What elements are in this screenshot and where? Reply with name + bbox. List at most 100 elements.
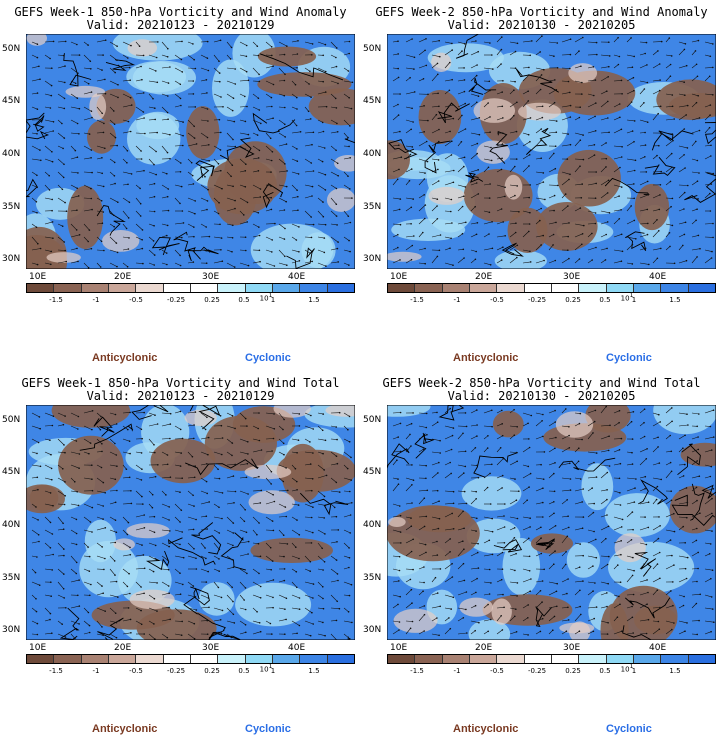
wind-arrow: [226, 451, 233, 456]
wind-arrow-head: [273, 428, 276, 430]
wind-arrow: [44, 119, 54, 123]
wind-arrow-head: [140, 623, 143, 626]
wind-arrow: [109, 262, 118, 267]
wind-arrow-head: [50, 84, 53, 87]
wind-arrow: [483, 90, 491, 95]
legend-cyclonic: Cyclonic: [606, 723, 652, 735]
wind-arrow-head: [74, 149, 77, 152]
wind-arrow: [431, 40, 440, 43]
wind-arrow-head: [605, 166, 607, 168]
wind-arrow-head: [464, 43, 466, 45]
wind-arrow: [31, 633, 38, 635]
wind-arrow: [431, 528, 439, 531]
wind-arrow: [704, 93, 713, 96]
wind-arrow: [265, 209, 272, 212]
wind-arrow-head: [645, 543, 648, 546]
wind-arrow-head: [143, 567, 146, 570]
wind-arrow: [252, 464, 258, 468]
wind-arrow-head: [476, 101, 478, 104]
wind-arrow-head: [155, 173, 157, 176]
wind-arrow: [330, 503, 335, 508]
wind-arrow-head: [285, 597, 288, 600]
wind-arrow-head: [218, 202, 220, 204]
wind-arrow: [613, 234, 622, 238]
wind-arrow-head: [270, 470, 273, 473]
wind-arrow: [418, 158, 428, 162]
wind-arrow: [122, 632, 131, 635]
wind-arrow: [431, 500, 440, 505]
wind-arrow: [561, 179, 570, 186]
wind-arrow: [304, 633, 311, 636]
wind-arrow-head: [88, 133, 91, 135]
wind-arrow-head: [309, 118, 312, 120]
wind-arrow-head: [578, 422, 581, 425]
colorbar-swatch: [415, 284, 443, 292]
wind-arrow-head: [398, 580, 400, 582]
wind-arrow-head: [233, 120, 236, 123]
wind-arrow: [587, 590, 594, 596]
wind-arrow-head: [40, 159, 42, 162]
wind-arrow: [574, 233, 583, 238]
map-panel-week2-total: GEFS Week-2 850-hPa Vorticity and Wind T…: [361, 371, 722, 742]
colorbar-swatch: [190, 655, 219, 663]
wind-arrow-head: [139, 202, 142, 205]
wind-arrow: [405, 197, 414, 200]
wind-arrow-head: [101, 222, 104, 224]
wind-arrow-head: [141, 544, 143, 546]
coastline: [473, 452, 518, 478]
wind-arrow: [561, 435, 570, 440]
wind-arrow: [109, 423, 117, 427]
colorbar-tick-label: -1: [92, 296, 100, 304]
wind-arrow: [587, 79, 596, 82]
wind-arrow: [652, 106, 661, 108]
wind-arrow: [574, 80, 582, 83]
coastline: [701, 484, 716, 499]
wind-arrow-head: [712, 172, 715, 175]
wind-arrow: [213, 236, 222, 239]
wind-arrow-head: [516, 185, 518, 187]
wind-arrow: [418, 50, 426, 56]
wind-arrow: [252, 235, 260, 238]
wind-arrow-head: [671, 407, 673, 409]
wind-arrow: [639, 448, 648, 453]
wind-arrow-head: [632, 593, 635, 596]
wind-arrow: [122, 145, 128, 152]
wind-arrow-head: [50, 250, 52, 253]
wind-arrow: [639, 422, 645, 427]
wind-arrow: [148, 80, 158, 83]
wind-arrow: [278, 249, 286, 257]
wind-arrow-head: [438, 517, 441, 520]
wind-arrow: [317, 581, 324, 588]
wind-arrow: [509, 222, 516, 225]
wind-arrow-head: [413, 91, 416, 93]
wind-arrow: [678, 41, 686, 45]
wind-arrow-head: [296, 160, 299, 162]
wind-arrow-head: [438, 634, 440, 637]
wind-arrow-head: [104, 92, 107, 95]
colorbar-swatch: [218, 284, 246, 292]
wind-arrow: [304, 568, 311, 572]
wind-arrow-head: [425, 515, 428, 518]
wind-arrow-head: [298, 624, 301, 627]
wind-arrow: [70, 93, 78, 99]
wind-arrow-head: [710, 577, 712, 580]
wind-arrow: [652, 155, 658, 160]
wind-arrow: [639, 156, 645, 160]
wind-arrow-head: [659, 105, 662, 108]
wind-arrow-head: [577, 460, 580, 463]
wind-arrow-head: [709, 55, 712, 58]
wind-arrow-head: [78, 133, 80, 135]
wind-arrow: [122, 236, 130, 239]
wind-arrow-head: [489, 89, 491, 92]
wind-arrow: [548, 606, 557, 609]
wind-arrow: [405, 180, 410, 186]
wind-arrow: [522, 590, 531, 596]
wind-arrow-head: [205, 226, 207, 228]
wind-arrow: [187, 542, 195, 550]
wind-arrow-head: [671, 94, 674, 96]
wind-arrow: [135, 527, 145, 531]
wind-arrow-head: [501, 629, 504, 631]
wind-arrow: [418, 590, 424, 596]
wind-arrow-head: [114, 182, 116, 185]
wind-arrow-head: [325, 474, 328, 477]
